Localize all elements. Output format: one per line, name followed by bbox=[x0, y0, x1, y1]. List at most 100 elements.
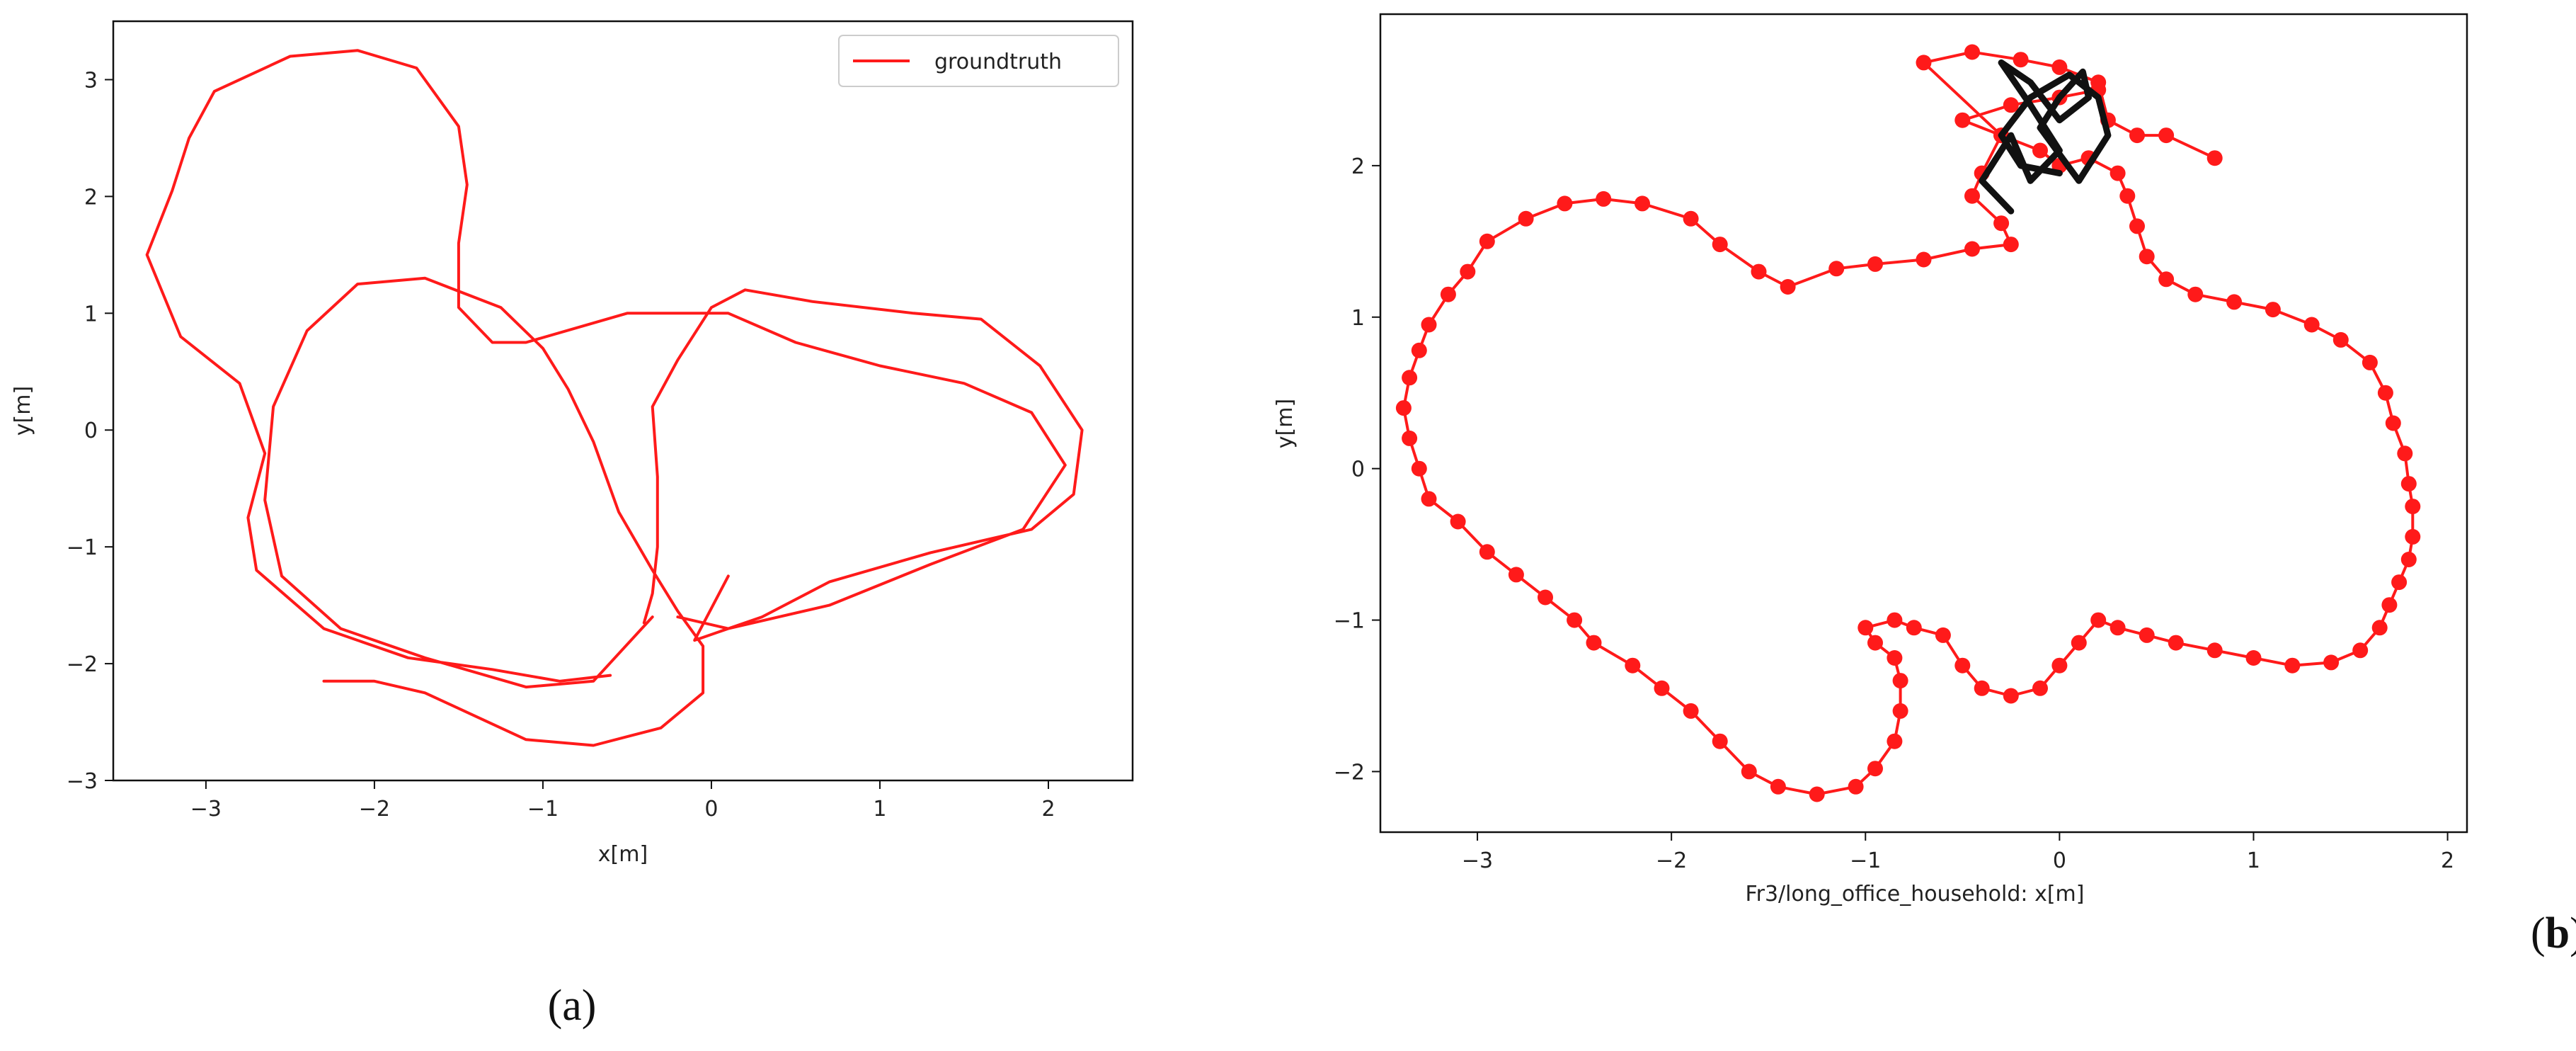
x-tick-label: −1 bbox=[1850, 848, 1881, 873]
panel-b-data-point bbox=[1906, 620, 1922, 636]
panel-b-data-point bbox=[1460, 263, 1476, 280]
panel-b-data-point bbox=[2139, 627, 2155, 643]
panel-b-data-point bbox=[1964, 44, 1980, 60]
panel-b-data-point bbox=[1421, 317, 1437, 333]
panel-b-data-point bbox=[1479, 544, 1495, 560]
panel-b-data-point bbox=[2032, 142, 2048, 159]
panel-b-trajectory-plot: −3 −2 −1 0 1 2 −2 −1 0 1 2 Fr3/long_office_househo… bbox=[1273, 13, 2576, 958]
x-tick-label: −1 bbox=[527, 797, 559, 822]
panel-b-data-point bbox=[2405, 528, 2421, 545]
panel-b-data-point bbox=[1857, 620, 1874, 636]
x-tick-label: −2 bbox=[359, 797, 390, 822]
panel-b-data-point bbox=[2405, 499, 2421, 515]
panel-a-series-0-line bbox=[145, 49, 1084, 747]
panel-b-data-point bbox=[2323, 654, 2340, 671]
panel-b-label-letter: b bbox=[2546, 909, 2570, 958]
y-tick-label: 0 bbox=[1351, 458, 1365, 482]
panel-b-data-point bbox=[2071, 635, 2087, 651]
panel-b-x-axis-label: Fr3/long_office_household: x[m] bbox=[1746, 882, 2085, 907]
panel-b-data-point bbox=[1751, 263, 1767, 280]
panel-b-data-point bbox=[2110, 165, 2126, 181]
panel-b-data-point bbox=[2032, 680, 2048, 696]
panel-b-data-point bbox=[1867, 635, 1883, 651]
panel-b-series-1-line bbox=[1979, 59, 2112, 215]
panel-b-label-open: ( bbox=[2531, 909, 2546, 958]
y-tick-label: −1 bbox=[1334, 609, 1365, 634]
legend-box bbox=[838, 35, 1119, 87]
panel-b-data-point bbox=[1828, 261, 1845, 277]
panel-b-data-point bbox=[2303, 317, 2320, 333]
panel-b-data-point bbox=[1518, 210, 1534, 227]
y-tick-label: −2 bbox=[67, 652, 98, 677]
panel-b-data-point bbox=[2391, 574, 2408, 591]
x-tick-label: −3 bbox=[1462, 848, 1493, 873]
panel-b-data-point bbox=[2051, 657, 2068, 674]
panel-b-data-point bbox=[1770, 778, 1786, 795]
panel-b-data-point bbox=[2003, 237, 2019, 253]
y-tick-label: 3 bbox=[84, 68, 98, 93]
panel-b-data-point bbox=[2129, 218, 2145, 234]
y-tick-label: 1 bbox=[1351, 306, 1365, 331]
y-tick-label: 2 bbox=[84, 185, 98, 210]
panel-b-data-point bbox=[1411, 342, 1427, 358]
panel-b-data-point bbox=[1809, 786, 1825, 802]
panel-b-data-point bbox=[1848, 778, 1864, 795]
panel-b-data-point bbox=[1538, 589, 1553, 606]
panel-b-data-point bbox=[1402, 370, 1418, 386]
panel-b-data-point bbox=[1712, 733, 1728, 749]
panel-b-series-layer bbox=[1395, 44, 2421, 802]
x-tick-label: −3 bbox=[190, 797, 222, 822]
panel-a-trajectory-plot: −3 −2 −1 0 1 2 −3 −2 −1 0 1 2 3 groundtruth x[m] y[m… bbox=[11, 20, 1134, 1030]
x-tick-label: 2 bbox=[2441, 848, 2454, 873]
y-tick-label: −2 bbox=[1334, 760, 1365, 785]
panel-b-data-point bbox=[1395, 400, 1412, 416]
panel-b-data-point bbox=[2377, 385, 2393, 401]
y-tick-label: 1 bbox=[84, 302, 98, 326]
panel-b-data-point bbox=[1683, 210, 1699, 227]
panel-b-axis-ticks: −3 −2 −1 0 1 2 −2 −1 0 1 2 bbox=[1334, 154, 2454, 873]
panel-b-data-point bbox=[2381, 597, 2398, 613]
panel-b-data-point bbox=[2158, 127, 2175, 144]
panel-b-plot-frame bbox=[1379, 13, 2468, 834]
panel-b-data-point bbox=[1954, 657, 1971, 674]
panel-b-data-point bbox=[2139, 249, 2155, 265]
panel-b-data-point bbox=[2385, 415, 2401, 431]
panel-b-data-point bbox=[2332, 331, 2349, 348]
panel-b-data-point bbox=[2003, 97, 2019, 113]
panel-b-data-point bbox=[2397, 445, 2413, 462]
panel-b-data-point bbox=[1916, 251, 1932, 268]
panel-b-data-point bbox=[1916, 55, 1932, 71]
panel-b-data-point bbox=[1421, 491, 1437, 507]
panel-b-data-point bbox=[1887, 612, 1903, 628]
x-tick-label: 1 bbox=[873, 797, 886, 822]
panel-b-data-point bbox=[1402, 430, 1418, 446]
panel-b-data-point bbox=[1712, 237, 1728, 253]
panel-b-data-point bbox=[1887, 650, 1903, 666]
panel-b-data-point bbox=[1625, 657, 1641, 674]
panel-b-data-point bbox=[2110, 620, 2126, 636]
panel-b-data-point bbox=[2003, 688, 2019, 704]
panel-b-label-close: ) bbox=[2570, 909, 2576, 958]
panel-b-data-point bbox=[2119, 188, 2136, 204]
x-tick-label: 1 bbox=[2247, 848, 2260, 873]
panel-b-data-point bbox=[2090, 612, 2107, 628]
panel-b-data-point bbox=[2187, 286, 2204, 302]
panel-a-y-axis-label: y[m] bbox=[11, 386, 35, 436]
panel-b-data-point bbox=[1867, 256, 1883, 272]
panel-b-data-point bbox=[1993, 215, 2010, 232]
panel-b-data-point bbox=[1654, 680, 1670, 696]
panel-b-data-point bbox=[2400, 552, 2417, 567]
panel-b-data-point bbox=[2371, 620, 2388, 636]
panel-b-data-point bbox=[2265, 302, 2281, 318]
panel-b-data-point bbox=[2013, 52, 2029, 68]
panel-b-data-point bbox=[1440, 286, 1456, 302]
panel-b-data-point bbox=[1479, 233, 1495, 249]
panel-b-data-point bbox=[1964, 188, 1980, 204]
panel-b-data-point bbox=[1887, 733, 1903, 749]
panel-b-data-point bbox=[1867, 761, 1883, 777]
panel-b-data-point bbox=[2129, 127, 2145, 144]
panel-a-label: (a) bbox=[548, 982, 597, 1030]
panel-b-data-point bbox=[1780, 279, 1796, 295]
panel-b-data-point bbox=[1892, 673, 1908, 689]
